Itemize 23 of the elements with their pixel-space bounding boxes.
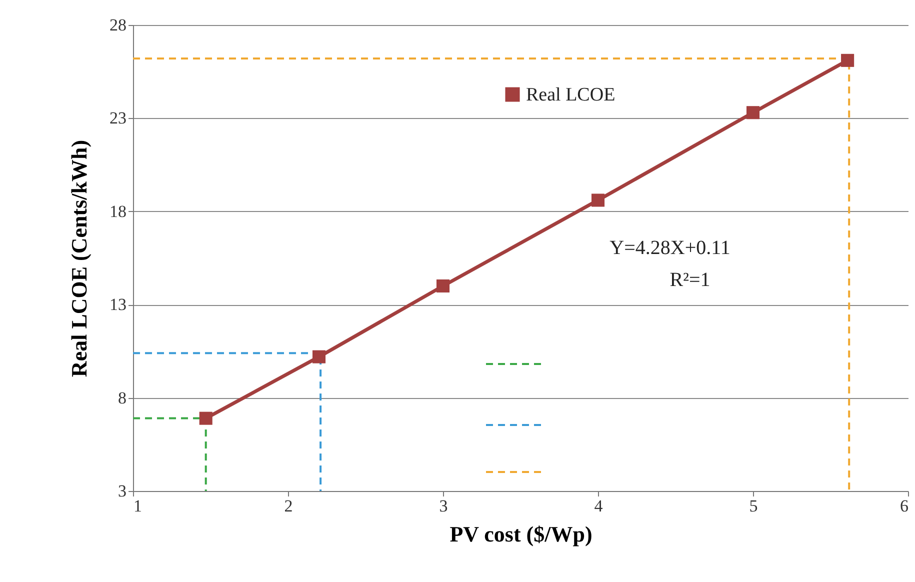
y-tick-label: 18	[110, 202, 126, 221]
legend-label: Real LCOE	[526, 84, 616, 106]
annotation: Y=4.28X+0.11	[610, 237, 730, 259]
y-tick-label: 3	[118, 482, 126, 500]
y-tick-label: 13	[110, 295, 126, 314]
point	[436, 279, 450, 292]
x-axis-title: PV cost ($/Wp)	[450, 522, 592, 546]
y-tick-label: 23	[110, 108, 126, 128]
x-tick-label: 2	[284, 496, 293, 516]
point	[312, 350, 326, 364]
x-tick-label: 1	[134, 496, 142, 516]
y-axis-title: Real LCOE (Cents/kWh)	[66, 140, 92, 378]
point	[841, 54, 854, 67]
annotation: R²=1	[670, 269, 710, 291]
x-tick-label: 5	[749, 496, 758, 516]
y-tick-label: 28	[110, 16, 126, 34]
x-tick-label: 4	[594, 496, 604, 516]
point	[591, 194, 605, 207]
y-tick-label: 8	[118, 388, 126, 408]
point	[199, 412, 212, 425]
x-tick-label: 3	[439, 496, 448, 516]
x-tick-label: 6	[900, 496, 908, 516]
point	[746, 106, 760, 120]
